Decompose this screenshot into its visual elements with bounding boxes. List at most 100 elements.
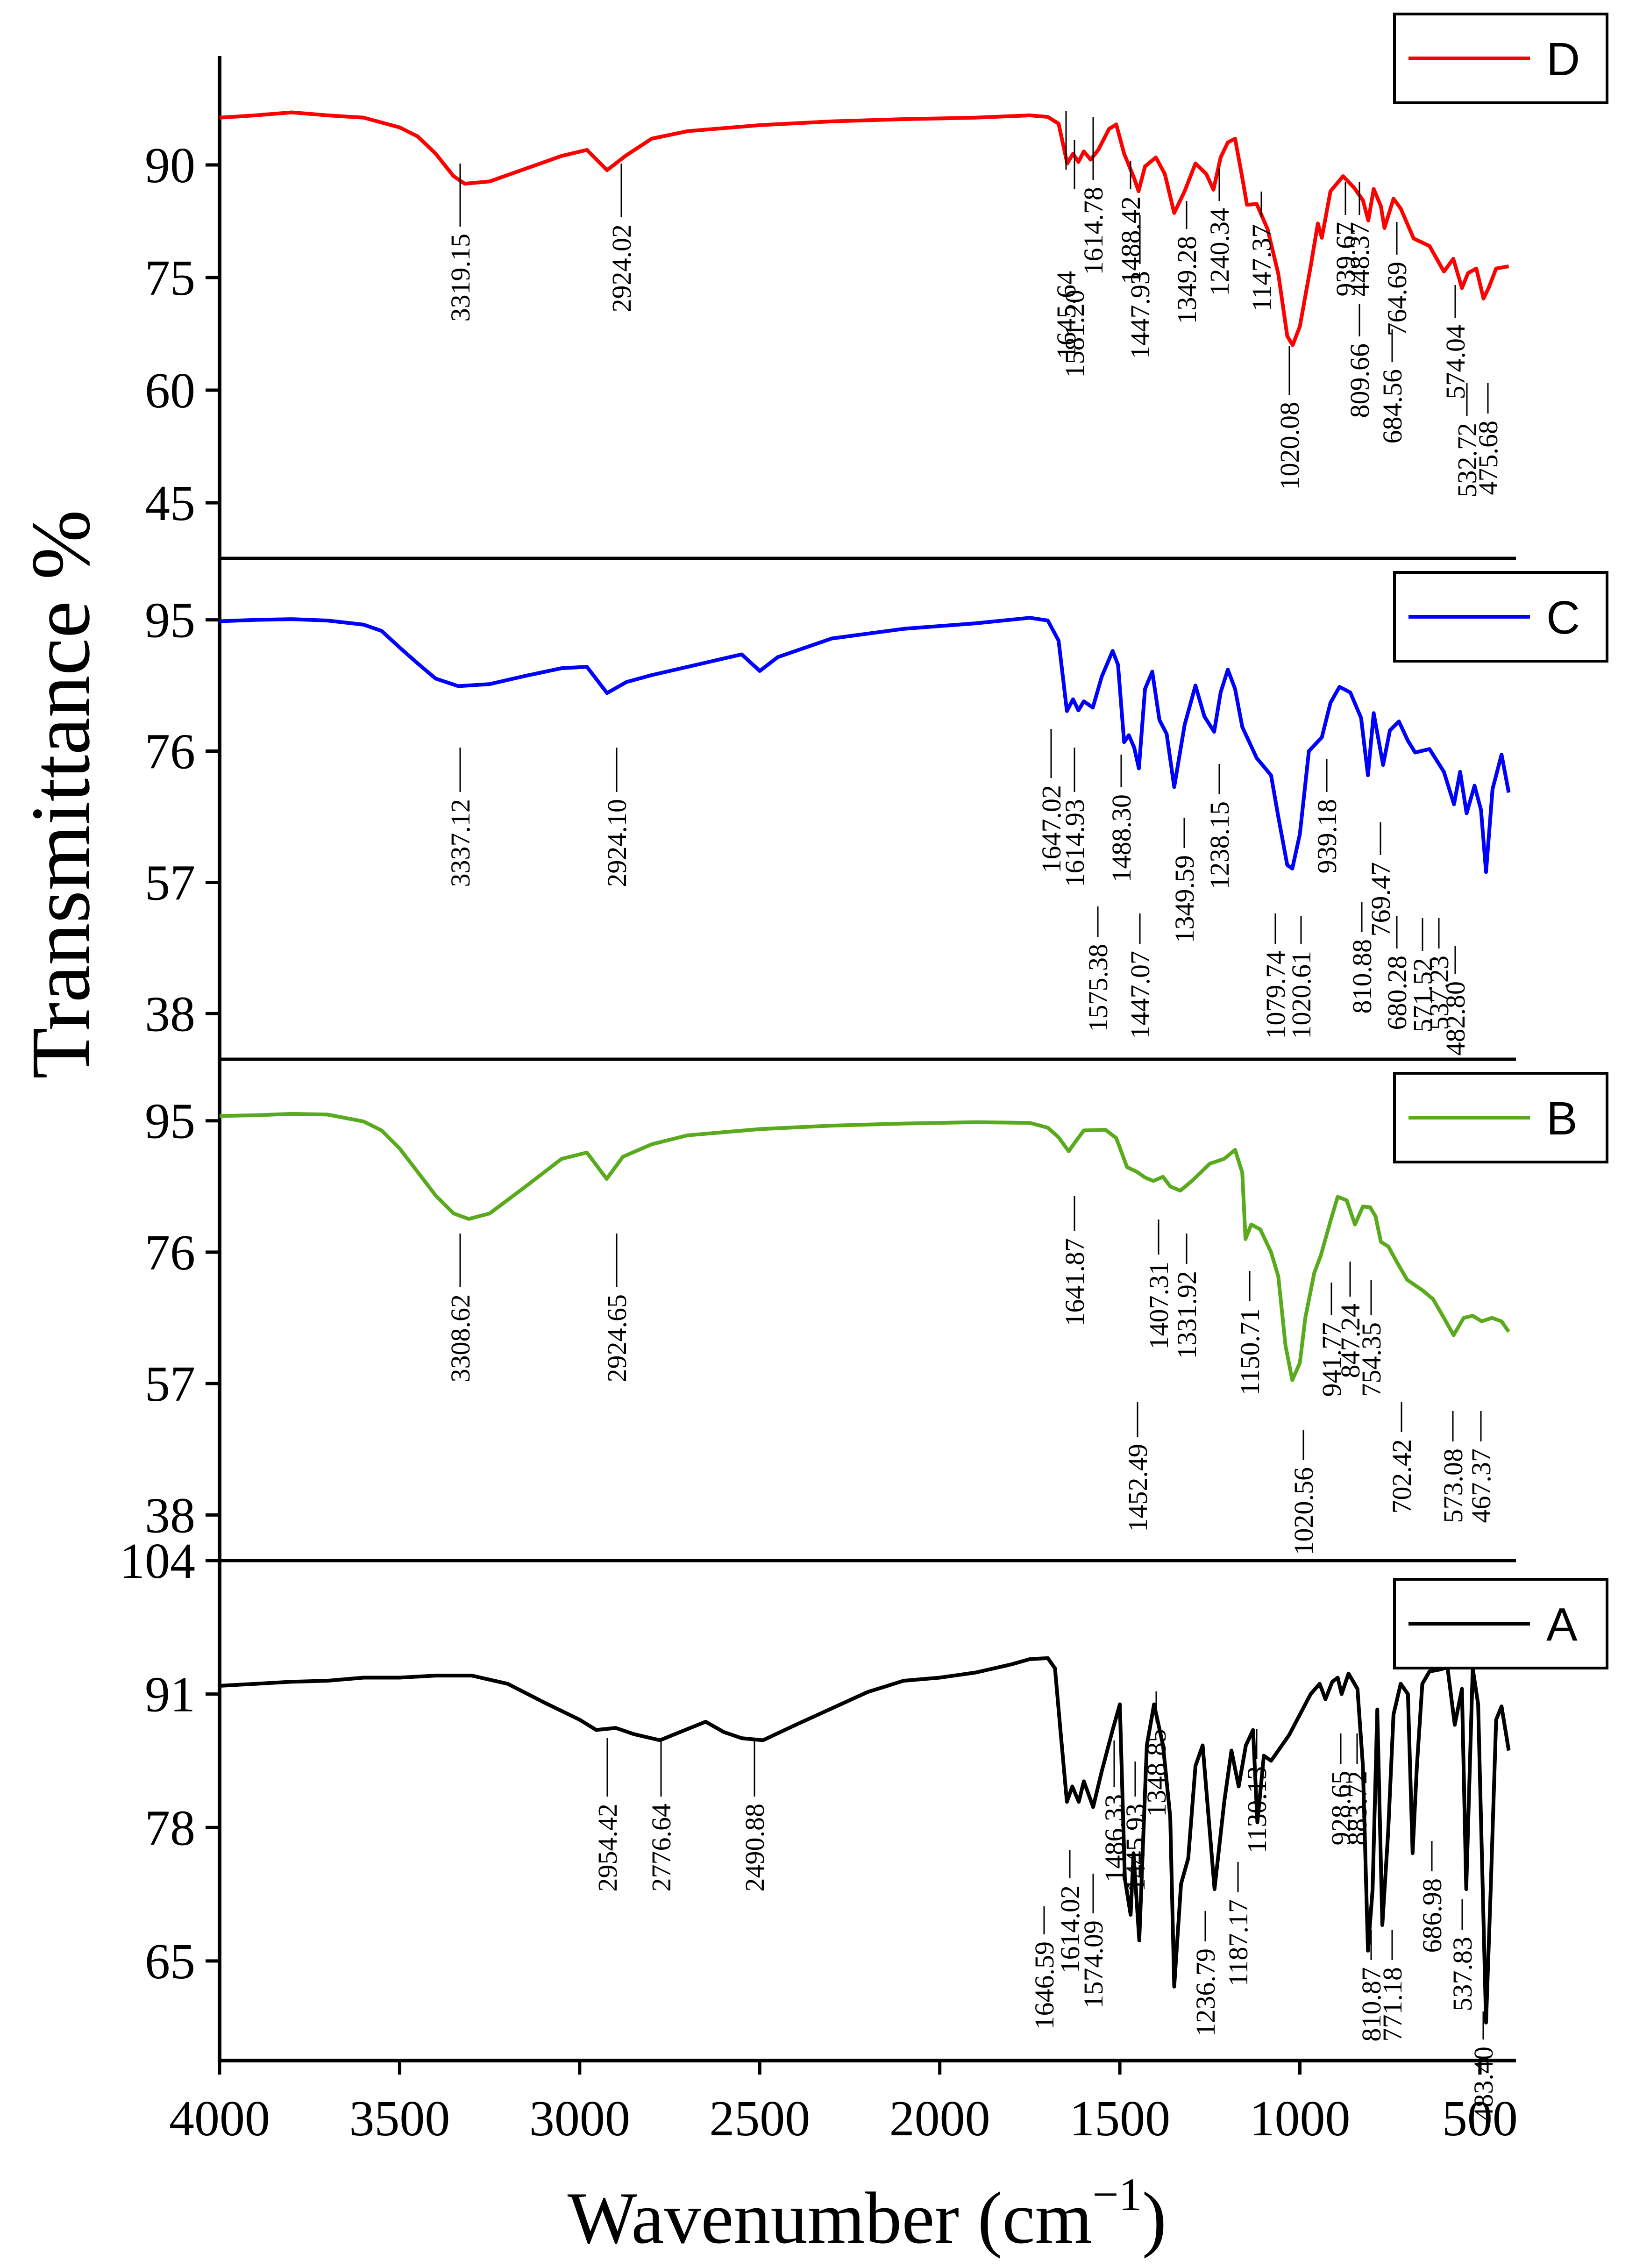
peak-label: 939.67 bbox=[1330, 222, 1361, 297]
peak-label: 2924.65 bbox=[602, 1294, 632, 1383]
legend-label: C bbox=[1546, 592, 1580, 644]
x-tick-label: 500 bbox=[1442, 2091, 1518, 2147]
peak-label: 532.72 bbox=[1452, 423, 1482, 498]
x-tick-label: 1000 bbox=[1250, 2091, 1351, 2147]
peak-label: 771.18 bbox=[1377, 1967, 1408, 2042]
y-tick-label: 38 bbox=[145, 986, 195, 1042]
x-tick-label: 3000 bbox=[529, 2091, 630, 2147]
y-tick-label: 57 bbox=[145, 855, 195, 911]
y-axis-label: Transmittance % bbox=[14, 510, 107, 1079]
peak-label: 2490.88 bbox=[740, 1804, 770, 1892]
series-line-b bbox=[219, 1112, 1510, 1382]
peak-label: 1614.93 bbox=[1060, 799, 1090, 887]
peak-label: 686.98 bbox=[1417, 1878, 1447, 1953]
peak-label: 1349.28 bbox=[1172, 236, 1202, 324]
peak-label: 1238.15 bbox=[1204, 801, 1235, 890]
peak-label: 702.42 bbox=[1387, 1439, 1417, 1514]
peak-label: 939.18 bbox=[1312, 799, 1342, 874]
peak-label: 1236.79 bbox=[1190, 1948, 1221, 2037]
peak-label: 3308.62 bbox=[445, 1294, 476, 1383]
y-tick-label: 65 bbox=[145, 1934, 195, 1990]
peak-label: 1614.02 bbox=[1055, 1885, 1085, 1974]
y-tick-label: 75 bbox=[145, 250, 195, 306]
legend-label: A bbox=[1546, 1598, 1578, 1651]
y-tick-label: 57 bbox=[145, 1356, 195, 1412]
peak-label: 680.28 bbox=[1382, 956, 1412, 1030]
peak-label: 537.83 bbox=[1447, 1937, 1478, 2011]
peak-label: 1581.20 bbox=[1060, 290, 1090, 378]
peak-label: 475.68 bbox=[1473, 421, 1503, 495]
legend-b: B bbox=[1393, 1072, 1608, 1163]
peak-label: 448.37 bbox=[1344, 222, 1375, 297]
legend-label: B bbox=[1546, 1092, 1578, 1145]
peak-label: 2924.02 bbox=[606, 224, 637, 313]
peak-label: 1447.07 bbox=[1125, 951, 1155, 1039]
peak-label: 769.47 bbox=[1366, 862, 1396, 937]
peak-label: 1020.56 bbox=[1288, 1467, 1319, 1555]
peak-label: 1150.71 bbox=[1235, 1308, 1265, 1395]
x-axis-label: Wavenumber (cm−1) bbox=[568, 2168, 1167, 2259]
x-tick-label: 1500 bbox=[1069, 2091, 1170, 2147]
x-tick-label: 2000 bbox=[889, 2091, 990, 2147]
y-tick-label: 38 bbox=[145, 1488, 195, 1543]
peak-label: 1407.31 bbox=[1144, 1262, 1174, 1350]
peak-label: 2954.42 bbox=[592, 1804, 623, 1892]
peak-label: 1331.92 bbox=[1172, 1271, 1202, 1359]
y-tick-label: 95 bbox=[145, 593, 195, 649]
peak-label: 483.40 bbox=[1468, 2047, 1499, 2121]
peak-label: 1486.33 bbox=[1099, 1794, 1130, 1883]
x-tick-label: 2500 bbox=[709, 2091, 810, 2147]
peak-label: 2776.64 bbox=[646, 1804, 676, 1892]
peak-label: 810.87 bbox=[1356, 1967, 1387, 2042]
peak-label: 1447.93 bbox=[1125, 271, 1155, 359]
legend-d: D bbox=[1393, 13, 1608, 104]
peak-label: 1452.49 bbox=[1123, 1444, 1153, 1532]
y-tick-label: 76 bbox=[145, 724, 195, 780]
x-tick-label: 4000 bbox=[169, 2091, 270, 2147]
peak-label: 574.04 bbox=[1440, 325, 1471, 399]
y-tick-label: 90 bbox=[145, 138, 195, 193]
peak-label: 1575.38 bbox=[1083, 944, 1113, 1032]
peak-label: 1488.42 bbox=[1116, 196, 1146, 285]
peak-label: 1130.13 bbox=[1242, 1766, 1272, 1853]
peak-label: 764.69 bbox=[1382, 262, 1412, 336]
x-axis: 4000 3500 3000 2500 2000 1500 1000 500 bbox=[169, 2061, 1518, 2147]
peak-label: 1641.87 bbox=[1060, 1238, 1090, 1327]
peak-label: 1614.78 bbox=[1078, 187, 1109, 275]
y-tick-label: 76 bbox=[145, 1225, 195, 1281]
peak-label: 941.77 bbox=[1316, 1322, 1347, 1397]
peak-label: 754.35 bbox=[1356, 1322, 1387, 1397]
peak-label: 847.24 bbox=[1335, 1304, 1366, 1378]
y-tick-label: 78 bbox=[145, 1800, 195, 1856]
peak-label: 1647.02 bbox=[1036, 785, 1067, 873]
peak-label: 1574.09 bbox=[1078, 1920, 1109, 2009]
y-tick-label: 104 bbox=[120, 1533, 195, 1589]
peak-label: 467.37 bbox=[1466, 1448, 1496, 1523]
peak-label: 1348.85 bbox=[1141, 1729, 1172, 1817]
series-line-a bbox=[219, 1656, 1511, 2025]
peak-label: 482.80 bbox=[1440, 981, 1471, 1056]
peak-label: 571.52 bbox=[1408, 958, 1438, 1033]
peak-label: 928.65 bbox=[1326, 1771, 1356, 1846]
peak-label: 1349.59 bbox=[1169, 855, 1200, 943]
peak-label: 1646.59 bbox=[1029, 1941, 1060, 2030]
peak-label: 1488.30 bbox=[1106, 794, 1137, 883]
y-tick-label: 95 bbox=[145, 1094, 195, 1149]
peak-label: 1645.64 bbox=[1051, 271, 1081, 359]
peak-label: 2924.10 bbox=[602, 799, 632, 887]
series-line-d bbox=[219, 110, 1509, 347]
x-tick-label: 3500 bbox=[349, 2091, 450, 2147]
peak-label: 684.56 bbox=[1377, 369, 1408, 444]
peak-label: 573.08 bbox=[1438, 1448, 1468, 1523]
peak-label: 1445.93 bbox=[1120, 1804, 1151, 1892]
legend-a: A bbox=[1393, 1578, 1608, 1669]
peak-label: 537.23 bbox=[1424, 956, 1454, 1030]
peak-label: 1020.08 bbox=[1274, 402, 1305, 490]
peak-label: 1079.74 bbox=[1260, 951, 1291, 1039]
